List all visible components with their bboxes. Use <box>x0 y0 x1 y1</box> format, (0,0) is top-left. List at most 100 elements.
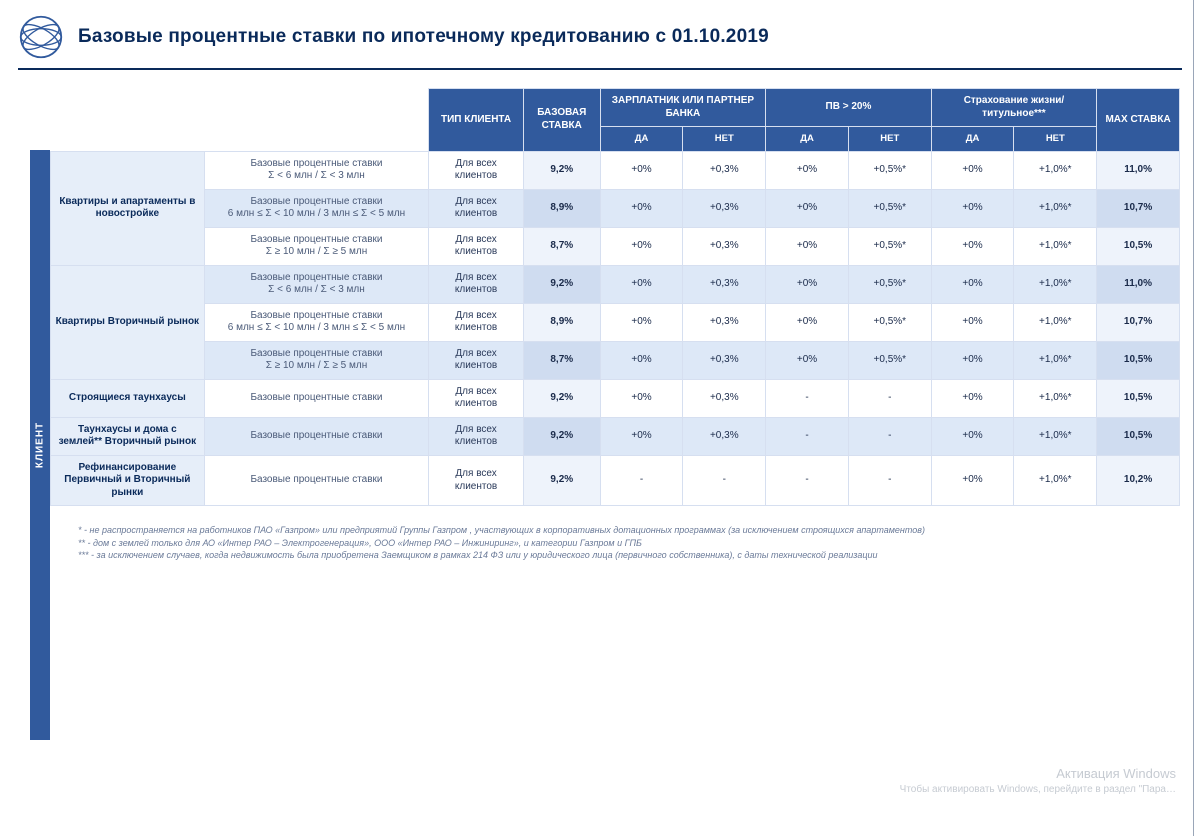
value-cell: +0,3% <box>683 227 766 265</box>
value-cell: +0,5%* <box>848 151 931 189</box>
value-cell: +0,3% <box>683 189 766 227</box>
value-cell: +0,3% <box>683 151 766 189</box>
category-cell: Квартиры и апартаменты в новостройке <box>51 151 205 265</box>
value-cell: +0,3% <box>683 265 766 303</box>
value-cell: +0% <box>600 341 683 379</box>
value-cell: +0,5%* <box>848 303 931 341</box>
client-type-cell: Для всех клиентов <box>429 379 524 417</box>
value-cell: +0,3% <box>683 379 766 417</box>
value-cell: 8,9% <box>523 303 600 341</box>
value-cell: +0% <box>931 379 1014 417</box>
value-cell: +1,0%* <box>1014 417 1097 455</box>
value-cell: +1,0%* <box>1014 227 1097 265</box>
value-cell: +0% <box>600 227 683 265</box>
client-type-cell: Для всех клиентов <box>429 151 524 189</box>
value-cell: 10,2% <box>1097 455 1180 506</box>
value-cell: 8,7% <box>523 341 600 379</box>
value-cell: +0% <box>600 379 683 417</box>
value-cell: +0,5%* <box>848 189 931 227</box>
value-cell: +0% <box>931 227 1014 265</box>
value-cell: 9,2% <box>523 151 600 189</box>
value-cell: +0% <box>931 189 1014 227</box>
value-cell: +1,0%* <box>1014 151 1097 189</box>
category-cell: Таунхаусы и дома с землей** Вторичный ры… <box>51 417 205 455</box>
hdr-yes: ДА <box>931 127 1014 152</box>
category-cell: Квартиры Вторичный рынок <box>51 265 205 379</box>
hdr-yes: ДА <box>766 127 849 152</box>
watermark-line1: Активация Windows <box>900 766 1176 783</box>
value-cell: +0% <box>931 341 1014 379</box>
value-cell: 11,0% <box>1097 151 1180 189</box>
hdr-client-type: ТИП КЛИЕНТА <box>429 89 524 152</box>
value-cell: +0% <box>931 265 1014 303</box>
value-cell: 10,7% <box>1097 303 1180 341</box>
value-cell: +0,3% <box>683 303 766 341</box>
value-cell: +0% <box>931 151 1014 189</box>
table-row: Базовые процентные ставки6 млн ≤ Σ < 10 … <box>51 303 1180 341</box>
value-cell: +0% <box>600 303 683 341</box>
value-cell: +0,5%* <box>848 265 931 303</box>
value-cell: +0% <box>766 341 849 379</box>
value-cell: - <box>683 455 766 506</box>
client-type-cell: Для всех клиентов <box>429 455 524 506</box>
value-cell: 9,2% <box>523 417 600 455</box>
subcategory-cell: Базовые процентные ставкиΣ ≥ 10 млн / Σ … <box>204 227 429 265</box>
value-cell: 10,5% <box>1097 341 1180 379</box>
table-row: Квартиры и апартаменты в новостройкеБазо… <box>51 151 1180 189</box>
value-cell: +0% <box>600 417 683 455</box>
hdr-max: МАХ СТАВКА <box>1097 89 1180 152</box>
hdr-base-rate: БАЗОВАЯ СТАВКА <box>523 89 600 152</box>
subcategory-cell: Базовые процентные ставкиΣ < 6 млн / Σ <… <box>204 151 429 189</box>
vertical-label: КЛИЕНТ <box>35 422 46 468</box>
footnotes: * - не распространяется на работников ПА… <box>78 524 1182 560</box>
hdr-pv: ПВ > 20% <box>766 89 932 127</box>
value-cell: +0% <box>766 265 849 303</box>
table-body: Квартиры и апартаменты в новостройкеБазо… <box>51 151 1180 506</box>
client-type-cell: Для всех клиентов <box>429 265 524 303</box>
value-cell: - <box>848 455 931 506</box>
table-row: Таунхаусы и дома с землей** Вторичный ры… <box>51 417 1180 455</box>
table-row: Базовые процентные ставкиΣ ≥ 10 млн / Σ … <box>51 227 1180 265</box>
hdr-insurance: Страхование жизни/титульное*** <box>931 89 1097 127</box>
subcategory-cell: Базовые процентные ставки <box>204 417 429 455</box>
footnote-line: * - не распространяется на работников ПА… <box>78 524 1182 536</box>
value-cell: +1,0%* <box>1014 303 1097 341</box>
page: Базовые процентные ставки по ипотечному … <box>0 0 1200 836</box>
value-cell: - <box>766 379 849 417</box>
value-cell: 10,7% <box>1097 189 1180 227</box>
value-cell: - <box>766 455 849 506</box>
hdr-yes: ДА <box>600 127 683 152</box>
table-row: Базовые процентные ставки6 млн ≤ Σ < 10 … <box>51 189 1180 227</box>
hdr-no: НЕТ <box>683 127 766 152</box>
value-cell: +0,5%* <box>848 341 931 379</box>
client-type-cell: Для всех клиентов <box>429 227 524 265</box>
value-cell: +0% <box>600 265 683 303</box>
footnote-line: ** - дом с землей только для АО «Интер Р… <box>78 537 1182 549</box>
value-cell: +0% <box>600 189 683 227</box>
value-cell: +1,0%* <box>1014 189 1097 227</box>
value-cell: 10,5% <box>1097 417 1180 455</box>
watermark-line2: Чтобы активировать Windows, перейдите в … <box>900 783 1176 796</box>
value-cell: - <box>848 417 931 455</box>
table-row: Строящиеся таунхаусыБазовые процентные с… <box>51 379 1180 417</box>
subcategory-cell: Базовые процентные ставки6 млн ≤ Σ < 10 … <box>204 303 429 341</box>
value-cell: +0% <box>931 417 1014 455</box>
value-cell: - <box>766 417 849 455</box>
page-title: Базовые процентные ставки по ипотечному … <box>78 26 769 48</box>
value-cell: 8,7% <box>523 227 600 265</box>
client-type-cell: Для всех клиентов <box>429 341 524 379</box>
value-cell: +0% <box>600 151 683 189</box>
table-row: Базовые процентные ставкиΣ ≥ 10 млн / Σ … <box>51 341 1180 379</box>
value-cell: +1,0%* <box>1014 455 1097 506</box>
hdr-no: НЕТ <box>1014 127 1097 152</box>
client-type-cell: Для всех клиентов <box>429 417 524 455</box>
logo-icon <box>18 14 64 60</box>
client-type-cell: Для всех клиентов <box>429 303 524 341</box>
value-cell: - <box>848 379 931 417</box>
value-cell: 10,5% <box>1097 227 1180 265</box>
value-cell: 11,0% <box>1097 265 1180 303</box>
value-cell: 9,2% <box>523 455 600 506</box>
vertical-band: КЛИЕНТ <box>30 150 50 740</box>
value-cell: - <box>600 455 683 506</box>
windows-watermark: Активация Windows Чтобы активировать Win… <box>900 766 1176 796</box>
